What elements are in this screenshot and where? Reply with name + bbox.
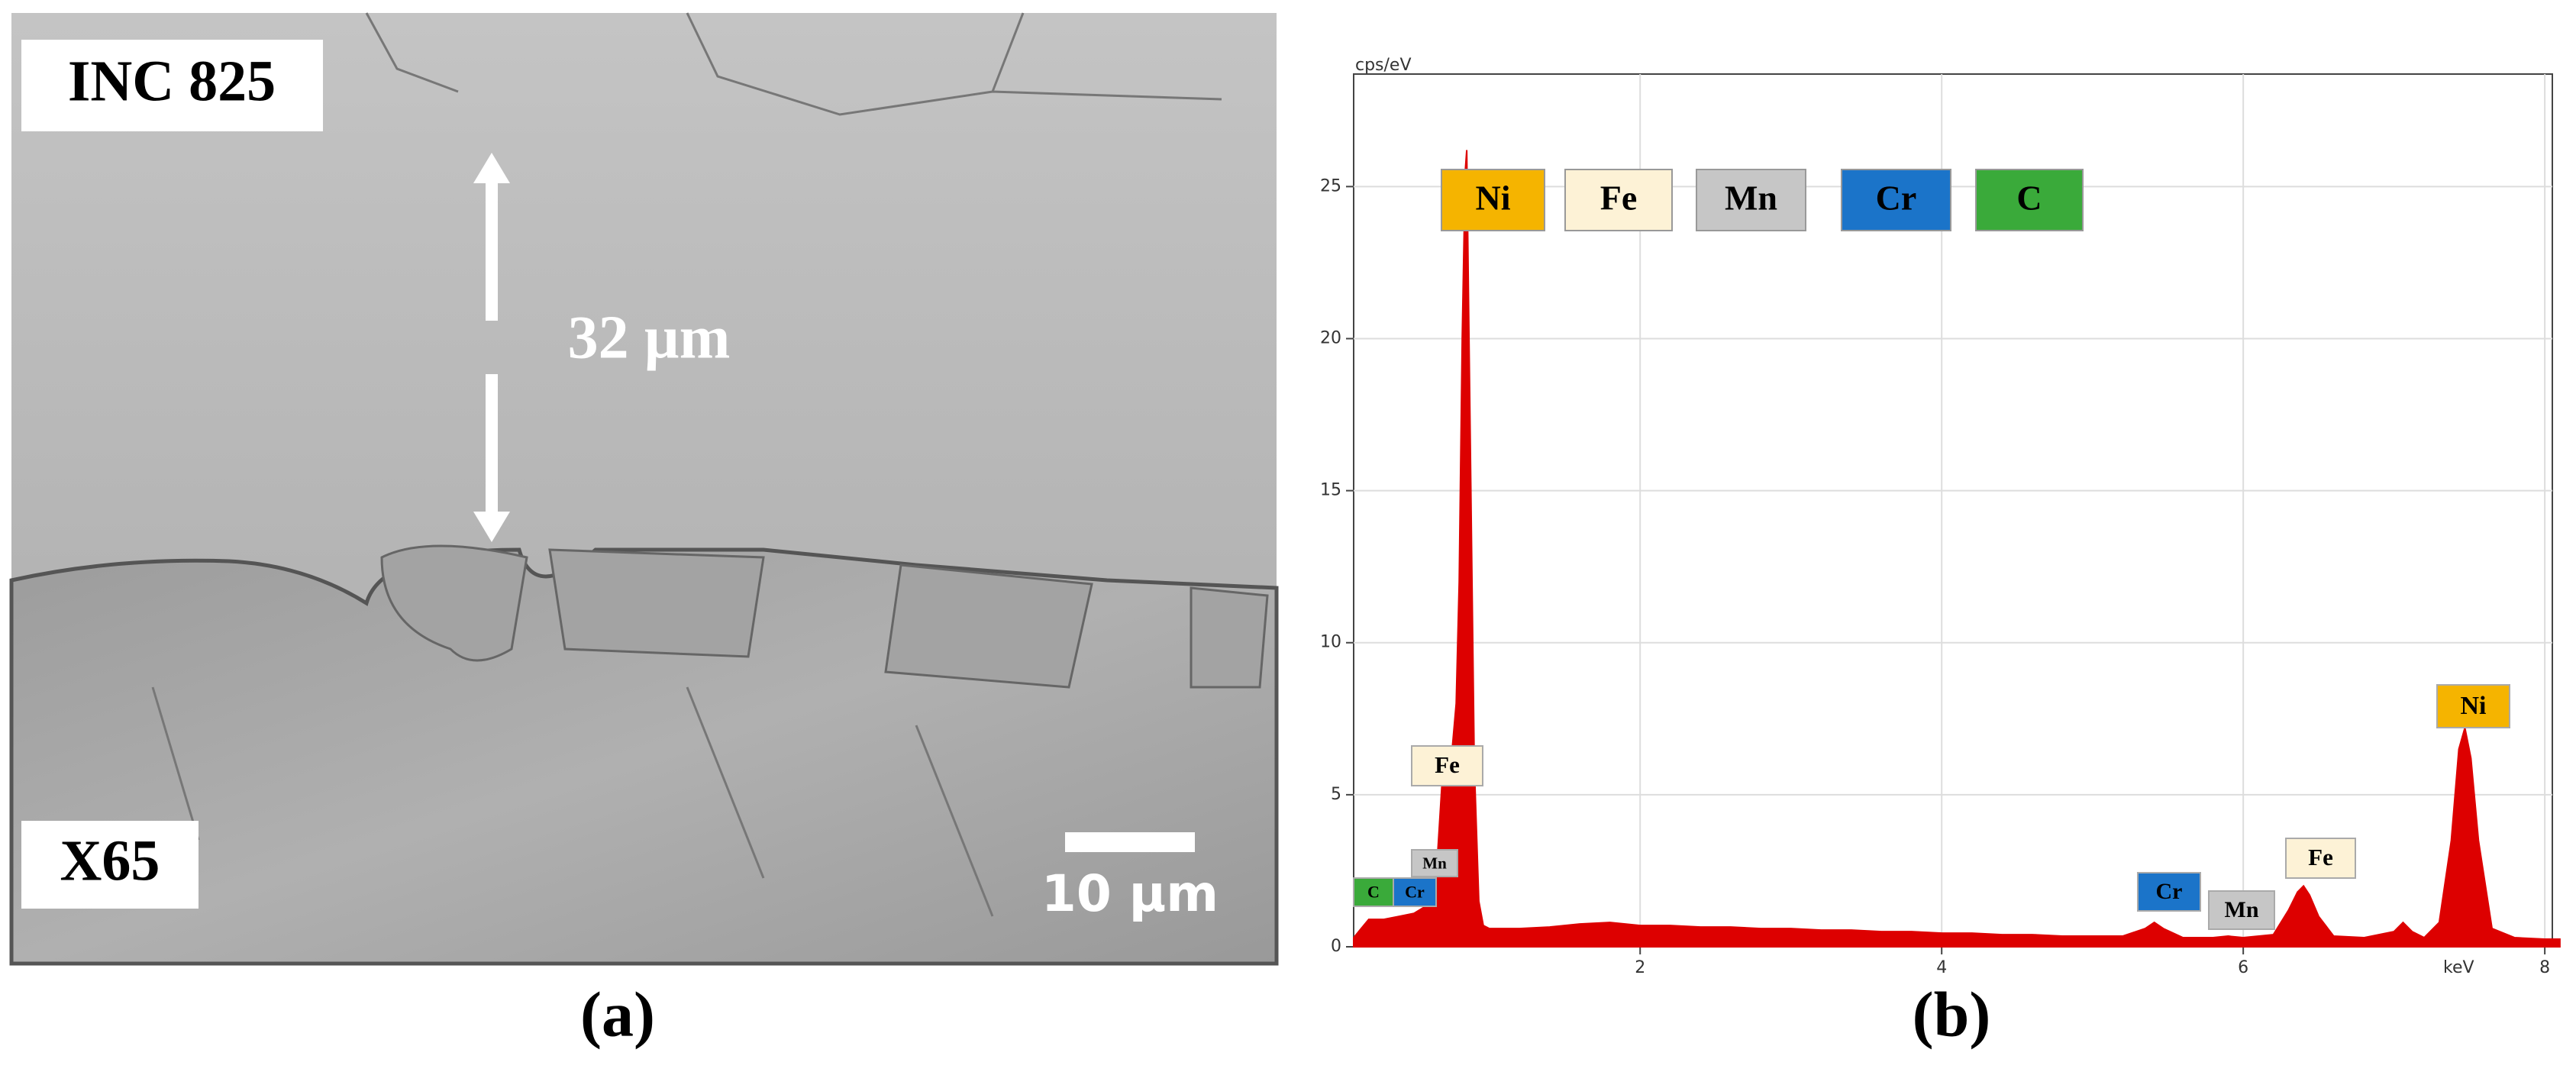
peak-label-box	[2208, 890, 2275, 930]
label-box	[21, 40, 323, 131]
peak-label: Fe	[2308, 844, 2333, 870]
legend-label: Mn	[1725, 179, 1777, 218]
grain-boundaries	[151, 12, 1222, 917]
plot-area	[1353, 73, 2553, 948]
legend-swatch	[1441, 169, 1545, 231]
legend-swatch	[1564, 169, 1673, 231]
y-tick-label: 10	[1320, 633, 1341, 652]
x-tick-label: 4	[1936, 958, 1947, 977]
legend-label: Cr	[1876, 179, 1917, 218]
spectrum-chart: cps/eV keV (b) 0 5 10 15 20 25 2 4 6 8 Ni Fe Mn Cr C Fe…	[1320, 56, 2561, 1050]
scale-bar-label: 10 µm	[1041, 864, 1219, 923]
legend-swatch	[1696, 169, 1806, 231]
peak-label-box	[1393, 877, 1437, 907]
peak-label: Mn	[2225, 897, 2259, 922]
x-tick-label: 6	[2238, 958, 2248, 977]
caption: (b)	[1913, 979, 1991, 1050]
grains	[380, 544, 1269, 689]
legend-label: Fe	[1600, 179, 1638, 218]
legend-swatch	[1975, 169, 2084, 231]
x-label: keV	[2443, 958, 2474, 977]
peak-label: Ni	[2461, 692, 2487, 720]
x-tick-label: 8	[2539, 958, 2550, 977]
micrograph: INC 825 X65 32 µm 10 µm (a)	[9, 12, 1279, 1050]
peak-label-box	[1411, 849, 1458, 877]
y-unit: cps/eV	[1355, 56, 1412, 75]
bottom-label: X65	[60, 828, 160, 893]
y-tick-label: 5	[1331, 785, 1341, 804]
caption: (a)	[580, 979, 655, 1050]
legend-label: Ni	[1476, 179, 1511, 218]
legend-swatch	[1841, 169, 1951, 231]
peak-label-box	[2436, 684, 2510, 728]
peak-label-box	[1353, 877, 1394, 907]
peak-label: Cr	[1405, 883, 1425, 902]
peak-label-box	[2137, 872, 2201, 912]
y-tick-label: 20	[1320, 328, 1341, 347]
thickness-arrow	[473, 153, 510, 542]
peak-label-box	[2285, 838, 2356, 879]
x-tick-label: 2	[1635, 958, 1645, 977]
peak-label: Cr	[2156, 879, 2183, 904]
top-label: INC 825	[68, 49, 276, 113]
peak-label: Fe	[1435, 751, 1460, 778]
y-tick-label: 25	[1320, 176, 1341, 195]
y-tick-label: 0	[1331, 937, 1341, 956]
thickness-label: 32 µm	[568, 304, 731, 371]
spectrum	[1353, 150, 2561, 948]
peak-label: C	[1367, 883, 1380, 902]
peak-label: Mn	[1422, 854, 1447, 872]
y-tick-label: 15	[1320, 481, 1341, 500]
scale-bar	[1065, 832, 1195, 852]
peak-label-box	[1411, 745, 1483, 786]
label-box	[21, 821, 199, 909]
legend-label: C	[2016, 179, 2042, 218]
